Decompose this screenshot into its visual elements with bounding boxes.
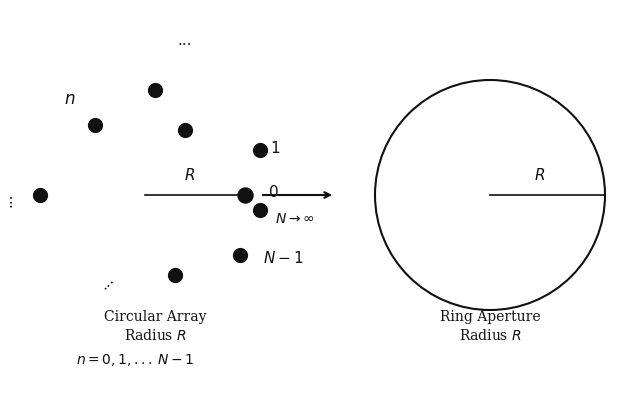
Text: $R$: $R$: [184, 167, 196, 183]
Text: $R$: $R$: [534, 167, 546, 183]
Point: [180, 127, 190, 133]
Text: ···: ···: [100, 275, 120, 295]
Point: [35, 192, 45, 198]
Point: [235, 252, 245, 258]
Point: [240, 192, 250, 198]
Text: $0$: $0$: [268, 184, 279, 200]
Text: Radius $R$: Radius $R$: [458, 328, 521, 343]
Text: Radius $R$: Radius $R$: [123, 328, 186, 343]
Text: $N \rightarrow \infty$: $N \rightarrow \infty$: [275, 212, 315, 226]
Text: $n$: $n$: [64, 92, 76, 108]
Text: $1$: $1$: [270, 140, 281, 156]
Text: ···: ···: [5, 193, 19, 207]
Text: $N-1$: $N-1$: [263, 250, 304, 266]
Text: $n = 0,1,...\,N-1$: $n = 0,1,...\,N-1$: [76, 352, 194, 368]
Text: ···: ···: [178, 38, 193, 52]
Point: [90, 122, 100, 128]
Point: [255, 147, 265, 153]
Text: Circular Array: Circular Array: [104, 310, 206, 324]
Point: [255, 207, 265, 213]
Point: [170, 272, 180, 278]
Text: Ring Aperture: Ring Aperture: [440, 310, 541, 324]
Point: [150, 87, 160, 93]
